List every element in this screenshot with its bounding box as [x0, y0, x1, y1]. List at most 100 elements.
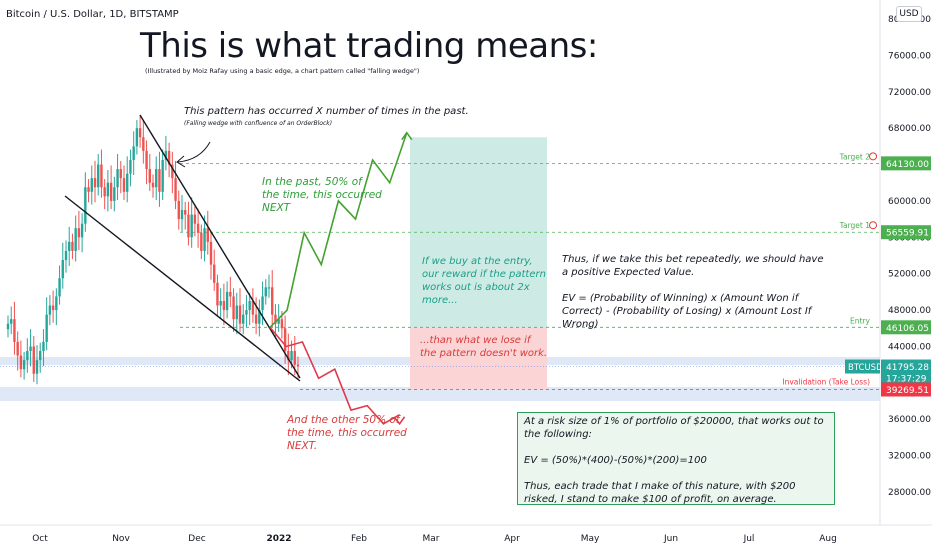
candle-body — [155, 169, 158, 188]
candle-body — [35, 360, 39, 374]
candle-body — [287, 351, 290, 361]
candle-body — [42, 341, 45, 352]
last-price-tag: 41795.28 — [886, 363, 929, 373]
candle-body — [45, 314, 48, 342]
ticker-tag: BTCUSD — [848, 363, 883, 373]
target2-label: Target 2 — [839, 152, 871, 161]
reward-note: If we buy at the entry, our reward if th… — [422, 256, 546, 306]
time-tick-label: Jun — [663, 534, 678, 544]
price-tick-label: 52000.00 — [888, 270, 931, 280]
target1-price-tag-bg — [881, 225, 931, 240]
entry-price-tag: 46106.05 — [886, 324, 929, 334]
candle-body — [113, 187, 116, 201]
candle-body — [119, 169, 122, 179]
candle-body — [138, 128, 142, 138]
candle-body — [196, 223, 200, 233]
candle-body — [32, 346, 35, 374]
candle-body — [200, 232, 203, 251]
candle-body — [271, 287, 274, 315]
box-line-1: At a risk size of 1% of portfolio of $20… — [524, 416, 824, 440]
candle-body — [261, 296, 264, 311]
candle-body — [80, 223, 84, 238]
candle-body — [48, 305, 52, 315]
candle-body — [164, 150, 168, 160]
headline: This is what trading means: — [140, 26, 598, 66]
candle-body — [77, 228, 81, 238]
currency-button[interactable]: USD — [896, 6, 922, 22]
candle-body — [84, 187, 87, 224]
pointer-arrowhead — [176, 155, 186, 168]
candle-body — [135, 128, 139, 147]
candle-body — [61, 260, 64, 279]
time-tick-label: 2022 — [266, 534, 291, 544]
candle-body — [235, 305, 238, 320]
candle-body — [248, 300, 251, 311]
candle-body — [129, 159, 132, 174]
candle-body — [229, 291, 232, 297]
candle-body — [26, 351, 29, 361]
time-tick-label: May — [581, 534, 600, 544]
price-tick-label: 68000.00 — [888, 124, 931, 134]
candle-body — [187, 214, 190, 238]
candle-body — [13, 319, 16, 342]
candle-body — [280, 319, 284, 329]
bearish-scenario-path — [269, 326, 400, 425]
time-tick-label: Apr — [504, 534, 520, 544]
candle-body — [22, 360, 26, 370]
candle-body — [151, 182, 155, 188]
ticker-tag-bg — [845, 359, 880, 374]
candle-body — [100, 164, 103, 188]
candle-body — [171, 164, 174, 179]
candle-body — [251, 300, 255, 315]
box-line-2: EV = (50%)*(400)-(50%)*(200)=100 — [524, 455, 707, 466]
candle-body — [97, 164, 100, 188]
symbol-title[interactable]: Bitcoin / U.S. Dollar, 1D, BITSTAMP — [6, 9, 179, 20]
candle-body — [109, 182, 113, 201]
candle-body — [225, 291, 229, 311]
candle-body — [174, 178, 177, 201]
candle-body — [71, 241, 74, 251]
pattern-title: This pattern has occurred X number of ti… — [184, 106, 469, 117]
time-tick-label: Jul — [743, 534, 755, 544]
stop-price-tag-bg — [881, 382, 931, 397]
invalidation-label: Invalidation (Take Loss) — [782, 377, 870, 386]
candle-body — [209, 241, 213, 265]
countdown-tag: 17:37:29 — [886, 375, 927, 385]
candle-body — [68, 241, 71, 251]
candle-body — [16, 341, 19, 356]
candle-body — [58, 278, 61, 297]
candle-body — [283, 328, 287, 352]
candle-body — [232, 296, 235, 320]
target2-price-tag: 64130.00 — [886, 160, 929, 170]
ev-note: Thus, if we take this bet repeatedly, we… — [562, 254, 824, 278]
pointer-arrow — [177, 141, 211, 163]
candle-body — [122, 178, 126, 192]
time-tick-label: Aug — [819, 534, 837, 544]
candle-body — [142, 137, 145, 151]
candle-body — [39, 351, 42, 361]
target1-icon — [869, 221, 877, 230]
risk-note: ...than what we lose if the pattern does… — [420, 335, 548, 359]
wedge-lower-line — [64, 195, 301, 382]
candle-body — [90, 178, 93, 192]
candle-body — [167, 150, 171, 165]
price-tick-label: 36000.00 — [888, 415, 931, 425]
time-tick-label: Nov — [112, 534, 130, 544]
ev-formula: EV = (Probability of Winning) x (Amount … — [562, 293, 812, 330]
candle-body — [103, 187, 106, 197]
stop-price-tag: 39269.51 — [886, 386, 929, 396]
subline: (Illustrated by Moiz Rafay using a basic… — [145, 67, 420, 75]
candle-body — [161, 159, 164, 192]
target1-label: Target 1 — [839, 221, 871, 230]
bullish-arrowhead — [401, 131, 413, 141]
candle-body — [148, 169, 151, 183]
price-tick-label: 48000.00 — [888, 306, 931, 316]
candle-body — [219, 300, 222, 306]
candle-body — [290, 351, 293, 361]
candle-body — [177, 200, 180, 220]
candle-body — [64, 250, 68, 261]
candle-body — [132, 146, 135, 160]
candle-body — [274, 314, 277, 324]
box-line-3: Thus, each trade that I make of this nat… — [524, 481, 796, 505]
